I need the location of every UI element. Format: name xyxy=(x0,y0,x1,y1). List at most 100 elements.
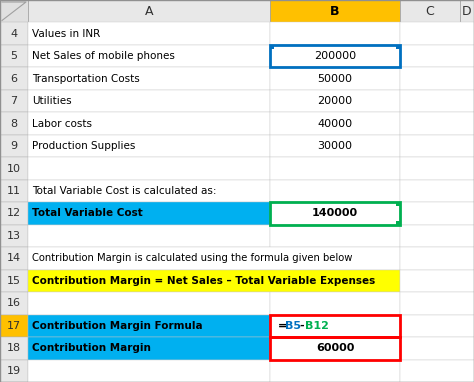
Bar xyxy=(0,45,28,67)
Bar xyxy=(270,67,400,90)
Bar xyxy=(400,202,474,225)
Bar xyxy=(396,45,400,49)
Text: 11: 11 xyxy=(7,186,21,196)
Text: 60000: 60000 xyxy=(316,343,354,353)
Bar xyxy=(270,23,400,45)
Bar xyxy=(270,315,400,337)
Text: Contribution Margin Formula: Contribution Margin Formula xyxy=(32,321,202,331)
Bar xyxy=(400,225,474,247)
Text: 200000: 200000 xyxy=(314,51,356,61)
Text: 20000: 20000 xyxy=(318,96,353,106)
Bar xyxy=(28,270,400,292)
Bar xyxy=(270,202,400,225)
Bar xyxy=(400,67,474,90)
Bar xyxy=(400,112,474,135)
Bar xyxy=(0,23,28,45)
Text: 6: 6 xyxy=(10,74,18,84)
Bar xyxy=(400,270,474,292)
Bar xyxy=(400,292,474,315)
Bar xyxy=(460,0,474,23)
Bar xyxy=(28,337,270,359)
Text: =: = xyxy=(278,321,287,331)
Bar xyxy=(28,180,270,202)
Bar xyxy=(0,135,28,157)
Bar xyxy=(28,0,270,23)
Bar xyxy=(270,337,400,359)
Bar xyxy=(270,359,400,382)
Bar xyxy=(28,67,270,90)
Bar xyxy=(0,315,28,337)
Bar xyxy=(0,225,28,247)
Text: Utilities: Utilities xyxy=(32,96,72,106)
Text: 10: 10 xyxy=(7,163,21,173)
Bar xyxy=(270,180,400,202)
Text: B12: B12 xyxy=(305,321,329,331)
Text: 13: 13 xyxy=(7,231,21,241)
Bar xyxy=(400,337,474,359)
Text: A: A xyxy=(145,5,153,18)
Text: Total Variable Cost is calculated as:: Total Variable Cost is calculated as: xyxy=(32,186,217,196)
Text: 17: 17 xyxy=(7,321,21,331)
Text: 4: 4 xyxy=(10,29,18,39)
Bar xyxy=(0,292,28,315)
Text: 5: 5 xyxy=(10,51,18,61)
Text: Net Sales of mobile phones: Net Sales of mobile phones xyxy=(32,51,175,61)
Text: Transportation Costs: Transportation Costs xyxy=(32,74,140,84)
Text: 140000: 140000 xyxy=(312,209,358,219)
Text: 50000: 50000 xyxy=(318,74,353,84)
Text: 14: 14 xyxy=(7,253,21,264)
Text: Values in INR: Values in INR xyxy=(32,29,100,39)
Bar xyxy=(0,157,28,180)
Text: 40000: 40000 xyxy=(318,118,353,129)
Bar xyxy=(28,157,270,180)
Text: Contribution Margin is calculated using the formula given below: Contribution Margin is calculated using … xyxy=(32,253,352,264)
Bar xyxy=(270,45,274,49)
Bar xyxy=(270,337,400,359)
Bar xyxy=(0,247,28,270)
Bar xyxy=(28,135,270,157)
Text: Labor costs: Labor costs xyxy=(32,118,92,129)
Bar xyxy=(270,292,400,315)
Bar xyxy=(396,202,400,206)
Bar xyxy=(270,225,400,247)
Bar xyxy=(270,135,400,157)
Bar xyxy=(0,337,28,359)
Bar xyxy=(28,202,270,225)
Bar xyxy=(400,23,474,45)
Text: D: D xyxy=(462,5,472,18)
Bar xyxy=(28,315,270,337)
Bar xyxy=(28,247,400,270)
Bar xyxy=(28,90,270,112)
Bar xyxy=(28,225,270,247)
Bar xyxy=(28,23,270,45)
Bar xyxy=(28,359,270,382)
Text: 7: 7 xyxy=(10,96,18,106)
Bar xyxy=(28,45,270,67)
Bar xyxy=(0,67,28,90)
Bar xyxy=(270,202,400,225)
Bar xyxy=(0,0,28,23)
Bar xyxy=(0,270,28,292)
Bar xyxy=(400,157,474,180)
Bar xyxy=(270,157,400,180)
Text: Total Variable Cost: Total Variable Cost xyxy=(32,209,143,219)
Bar xyxy=(270,0,400,23)
Bar xyxy=(396,221,400,225)
Text: Contribution Margin = Net Sales – Total Variable Expenses: Contribution Margin = Net Sales – Total … xyxy=(32,276,375,286)
Text: Production Supplies: Production Supplies xyxy=(32,141,136,151)
Text: 9: 9 xyxy=(10,141,18,151)
Text: 15: 15 xyxy=(7,276,21,286)
Text: C: C xyxy=(426,5,434,18)
Text: 16: 16 xyxy=(7,298,21,308)
Bar xyxy=(0,90,28,112)
Text: 12: 12 xyxy=(7,209,21,219)
Bar xyxy=(400,45,474,67)
Text: 30000: 30000 xyxy=(318,141,353,151)
Bar xyxy=(400,359,474,382)
Bar xyxy=(270,45,400,67)
Bar xyxy=(28,292,270,315)
Bar xyxy=(0,180,28,202)
Text: 8: 8 xyxy=(10,118,18,129)
Text: 18: 18 xyxy=(7,343,21,353)
Text: B5: B5 xyxy=(285,321,301,331)
